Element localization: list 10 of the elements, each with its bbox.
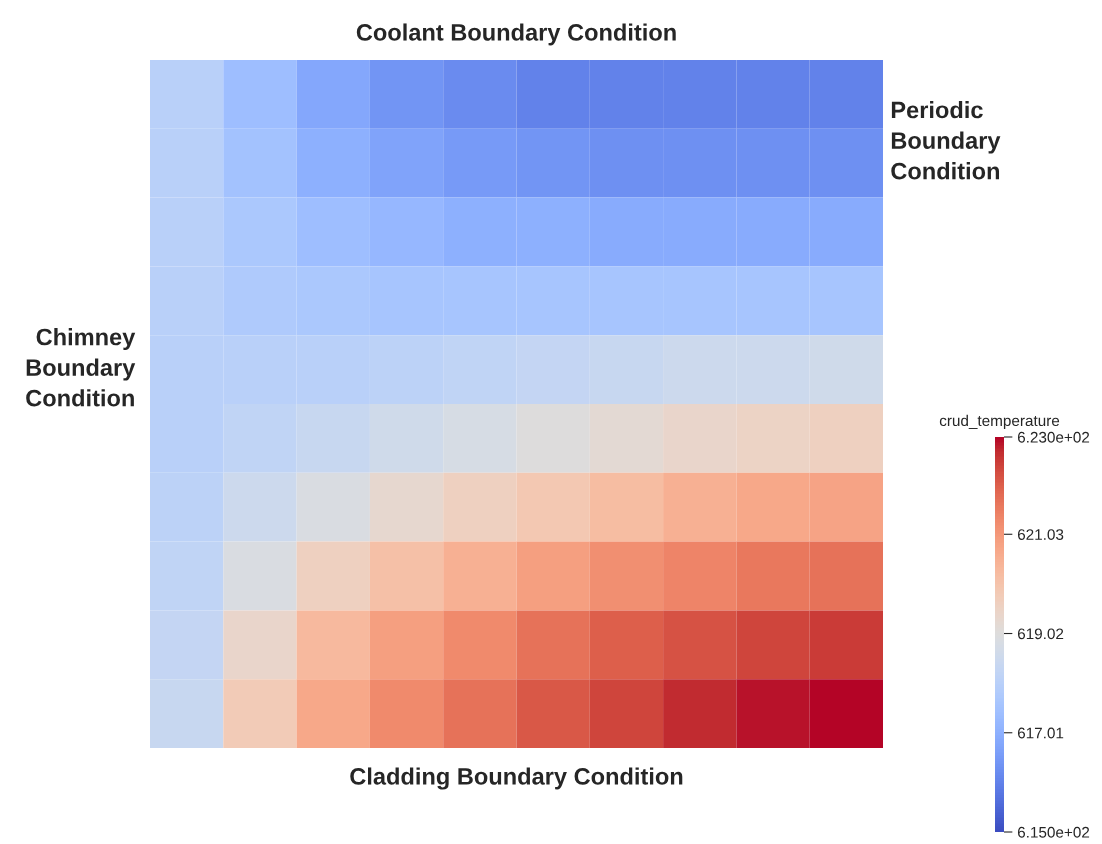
- color-bar-label: 617.01: [1017, 727, 1064, 739]
- color-bar-label: 619.02: [1017, 628, 1064, 640]
- x-axis-title: Cladding Boundary Condition: [350, 767, 683, 790]
- chart-title: Coolant Boundary Condition: [356, 23, 676, 46]
- color-bar-label: 621.03: [1017, 529, 1064, 540]
- color-bar-label: 6.230e+02: [1017, 431, 1090, 443]
- color-bar-title: crud_temperature: [939, 414, 1060, 430]
- color-bar-label: 6.150e+02: [1017, 826, 1090, 838]
- y2-axis-title: Periodic Boundary Condition: [891, 100, 1001, 180]
- y-axis-title: Chimney Boundary Condition: [26, 328, 136, 407]
